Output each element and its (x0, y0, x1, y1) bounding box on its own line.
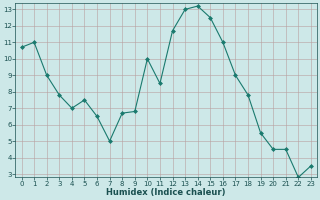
X-axis label: Humidex (Indice chaleur): Humidex (Indice chaleur) (107, 188, 226, 197)
